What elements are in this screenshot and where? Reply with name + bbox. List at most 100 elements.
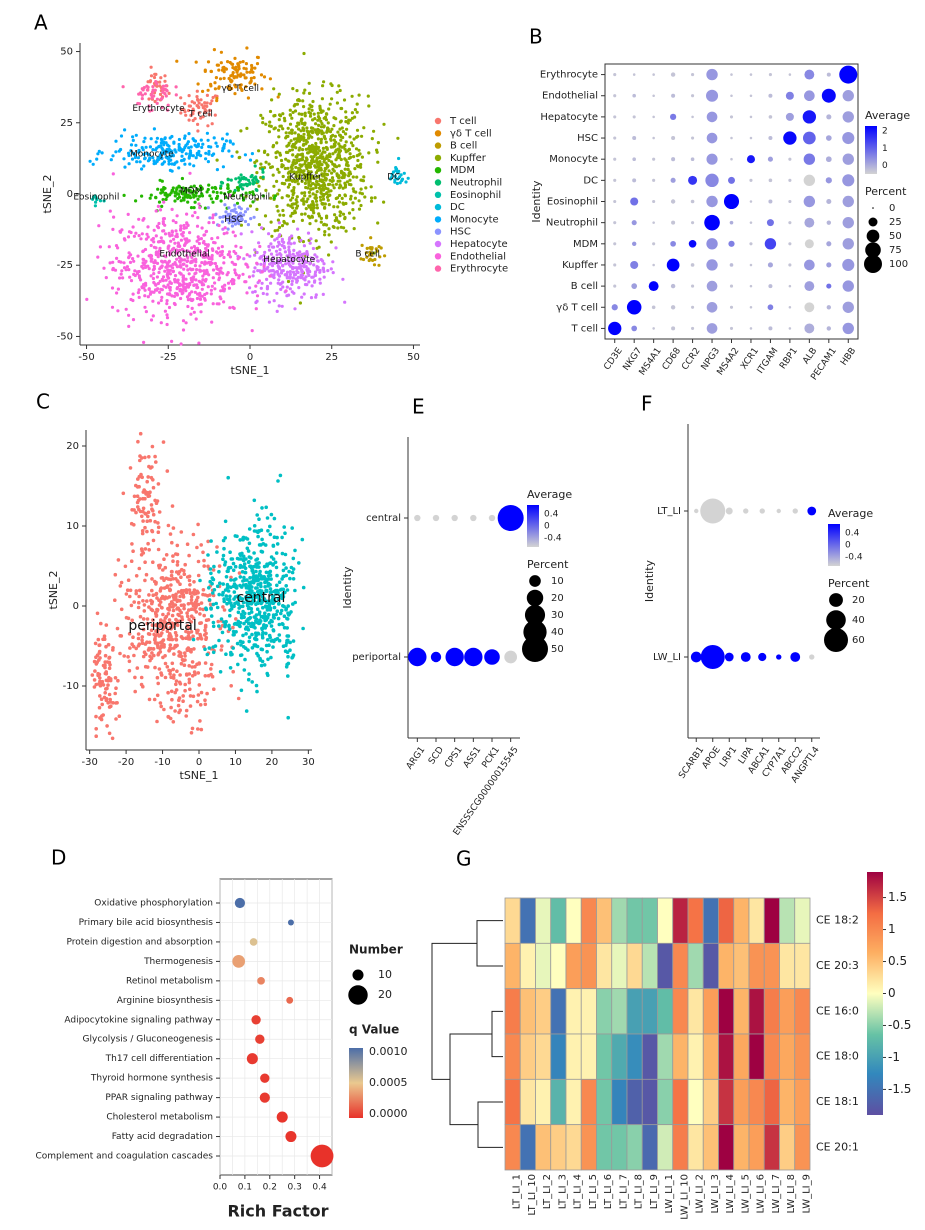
point-periportal	[187, 578, 192, 583]
point-kupffer	[274, 155, 278, 159]
point-kupffer	[314, 196, 318, 200]
point-hepatocyte	[277, 266, 281, 270]
percent-legend-title: Percent	[865, 185, 907, 198]
point-kupffer	[323, 205, 327, 210]
point-hepatocyte	[242, 257, 246, 261]
point-periportal	[133, 689, 137, 694]
point-endothelial	[233, 271, 237, 275]
point-endothelial	[125, 265, 129, 269]
point-hepatocyte	[293, 254, 297, 258]
point-periportal	[151, 560, 155, 564]
point-endothelial	[186, 304, 190, 309]
point-hepatocyte	[272, 299, 276, 303]
point-kupffer	[347, 156, 351, 160]
point-endothelial	[127, 313, 131, 317]
point-kupffer	[303, 114, 307, 118]
point-periportal	[99, 621, 103, 626]
point-endothelial	[199, 302, 203, 306]
point-kupffer	[301, 126, 305, 130]
point-endothelial	[170, 207, 174, 211]
point-kupffer	[352, 155, 356, 159]
point-kupffer	[275, 179, 279, 183]
point-monocyte	[167, 162, 171, 166]
point-periportal	[130, 542, 134, 546]
point-periportal	[140, 635, 145, 639]
point-kupffer	[326, 121, 330, 125]
point-kupffer	[299, 119, 303, 123]
point-monocyte	[155, 146, 159, 150]
point-endothelial	[108, 261, 112, 265]
point-kupffer	[344, 140, 348, 144]
heatmap-cell	[748, 1078, 765, 1126]
point-endothelial	[188, 231, 192, 235]
point-periportal	[195, 699, 200, 704]
point-kupffer	[324, 192, 328, 196]
point-endothelial	[202, 233, 206, 237]
point-γδ-t-cell	[262, 75, 267, 79]
point-endothelial	[147, 267, 151, 271]
dot-kupffer-ms4a1	[652, 263, 655, 267]
point-monocyte	[142, 152, 146, 156]
point-kupffer	[294, 141, 298, 145]
point-endothelial	[181, 328, 186, 332]
point-monocyte	[151, 148, 155, 152]
point-endothelial	[194, 278, 198, 282]
point-kupffer	[255, 207, 259, 211]
heatmap-cell	[763, 1033, 780, 1080]
point-periportal	[147, 697, 152, 702]
point-endothelial	[171, 219, 175, 223]
point-endothelial	[115, 291, 119, 295]
dot-mdm-ms4a1	[652, 242, 656, 246]
percent-tick-label: 50	[889, 231, 902, 242]
point-hepatocyte	[281, 269, 285, 273]
point-endothelial	[156, 281, 160, 286]
point-endothelial	[245, 253, 249, 257]
point-endothelial	[135, 271, 139, 276]
point-kupffer	[311, 145, 316, 149]
point-endothelial	[228, 306, 232, 310]
point-γδ-t-cell	[245, 70, 249, 74]
point-hepatocyte	[248, 254, 252, 258]
point-periportal	[151, 538, 156, 543]
point-central	[266, 582, 271, 586]
y-tick-label: 25	[60, 118, 73, 129]
point-monocyte	[154, 140, 158, 144]
heatmap-cell	[763, 988, 780, 1035]
point-endothelial	[175, 214, 179, 218]
point-central	[224, 652, 228, 656]
point-b-cell	[377, 263, 381, 267]
heatmap-cell	[779, 988, 796, 1035]
point-monocyte	[152, 159, 156, 163]
point-endothelial	[202, 239, 206, 244]
point-kupffer	[245, 126, 249, 130]
point-periportal	[196, 573, 201, 578]
point-monocyte	[206, 160, 210, 164]
point-kupffer	[275, 141, 279, 145]
identity-label: Kupffer	[562, 260, 599, 271]
point-kupffer	[323, 150, 327, 154]
point-neutrophil	[254, 188, 258, 192]
point-endothelial	[236, 257, 240, 261]
point-central	[226, 569, 230, 573]
point-periportal	[94, 727, 98, 731]
point-endothelial	[179, 342, 183, 346]
point-periportal	[143, 547, 148, 551]
point-central	[250, 680, 254, 684]
point-central	[209, 539, 213, 543]
point-kupffer	[310, 182, 314, 186]
point-hepatocyte	[321, 292, 325, 296]
point-t-cell	[189, 113, 193, 118]
point-central	[211, 577, 216, 582]
point-kupffer	[297, 99, 302, 103]
point-central	[244, 632, 248, 636]
point-periportal	[157, 563, 161, 568]
point-kupffer	[327, 233, 331, 237]
point-neutrophil	[261, 167, 265, 172]
point-monocyte	[170, 134, 174, 139]
point-hepatocyte	[277, 221, 281, 225]
panel-letter-f: F	[641, 392, 653, 416]
point-periportal	[168, 532, 173, 536]
point-periportal	[153, 519, 157, 524]
point-kupffer	[306, 186, 310, 190]
x-axis-title: Rich Factor	[227, 1202, 328, 1221]
